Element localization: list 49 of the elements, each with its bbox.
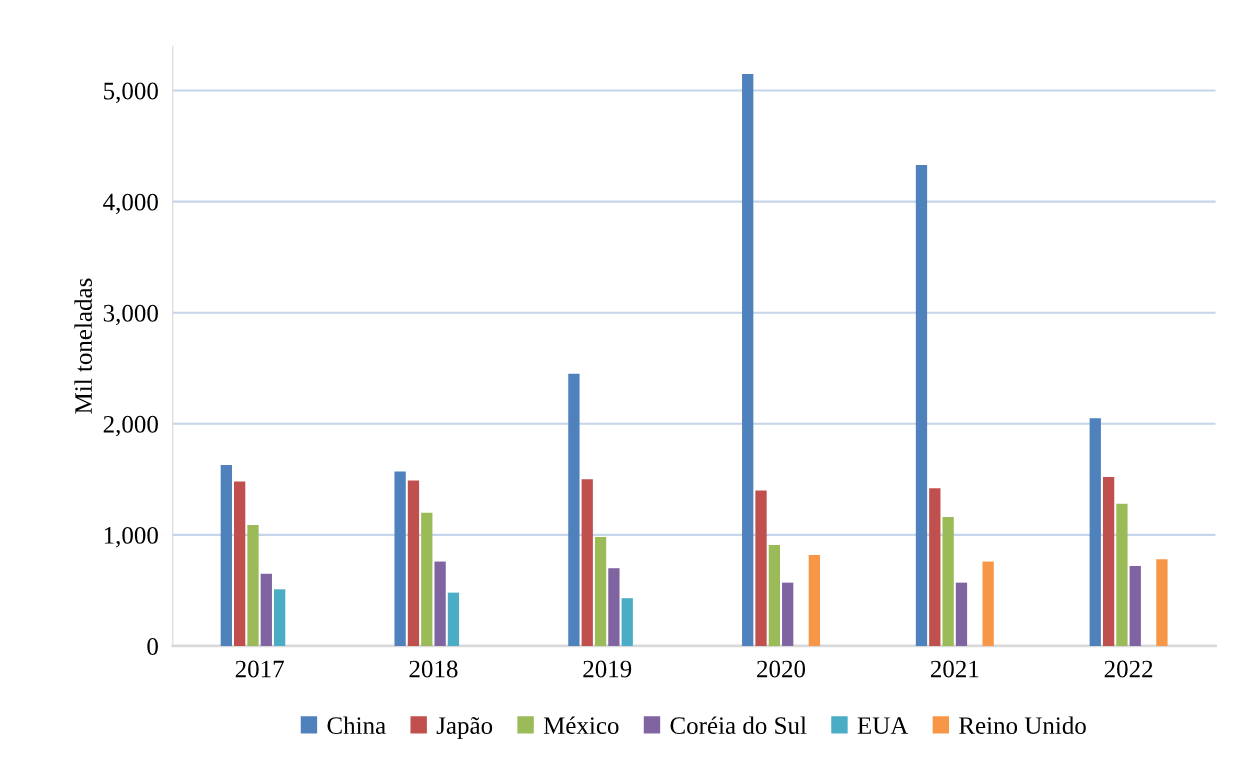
bar (608, 568, 620, 646)
bar (915, 164, 928, 646)
bar (394, 471, 406, 646)
bar (755, 490, 767, 646)
y-tick-label: 0 (147, 638, 158, 655)
y-tick-label: 2,000 (103, 415, 158, 437)
bar (434, 561, 446, 646)
bar (768, 544, 780, 646)
bar (234, 481, 246, 646)
bar (1089, 418, 1101, 646)
bar (955, 582, 968, 646)
legend-label: México (543, 716, 619, 735)
x-tick-label: 2017 (235, 660, 284, 678)
bar (742, 73, 754, 646)
bar (929, 488, 941, 646)
bar (260, 573, 272, 646)
y-tick-label: 1,000 (104, 526, 158, 548)
x-tick-label: 2018 (409, 660, 458, 678)
bar (421, 512, 433, 646)
bar (982, 561, 994, 646)
bar (581, 479, 593, 646)
y-axis-title: Mil toneladas (74, 278, 92, 414)
legend-label: Japão (436, 716, 493, 740)
bar (447, 592, 460, 646)
bar (594, 537, 607, 646)
x-tick-label: 2021 (930, 660, 979, 678)
y-tick-label: 4,000 (103, 193, 158, 215)
y-tick-label: 5,000 (104, 82, 158, 104)
bar (1129, 565, 1141, 646)
legend-label: Coréia do Sul (670, 716, 807, 735)
bar (407, 480, 420, 646)
bar (1116, 503, 1128, 646)
bar (808, 554, 820, 646)
bar (942, 517, 954, 646)
x-tick-label: 2019 (583, 660, 632, 678)
x-tick-label: 2020 (757, 660, 806, 678)
bar (1156, 559, 1168, 646)
legend-label: EUA (857, 717, 909, 735)
bar (782, 582, 794, 646)
x-tick-label: 2022 (1104, 660, 1153, 678)
bar (1102, 477, 1115, 646)
bar (621, 598, 633, 646)
legend-label: Reino Unido (959, 716, 1086, 735)
y-tick-label: 3,000 (103, 304, 158, 326)
bar (568, 373, 580, 646)
bar (247, 524, 259, 646)
bar (220, 464, 232, 646)
legend-label: China (327, 716, 386, 735)
bar (274, 589, 286, 646)
